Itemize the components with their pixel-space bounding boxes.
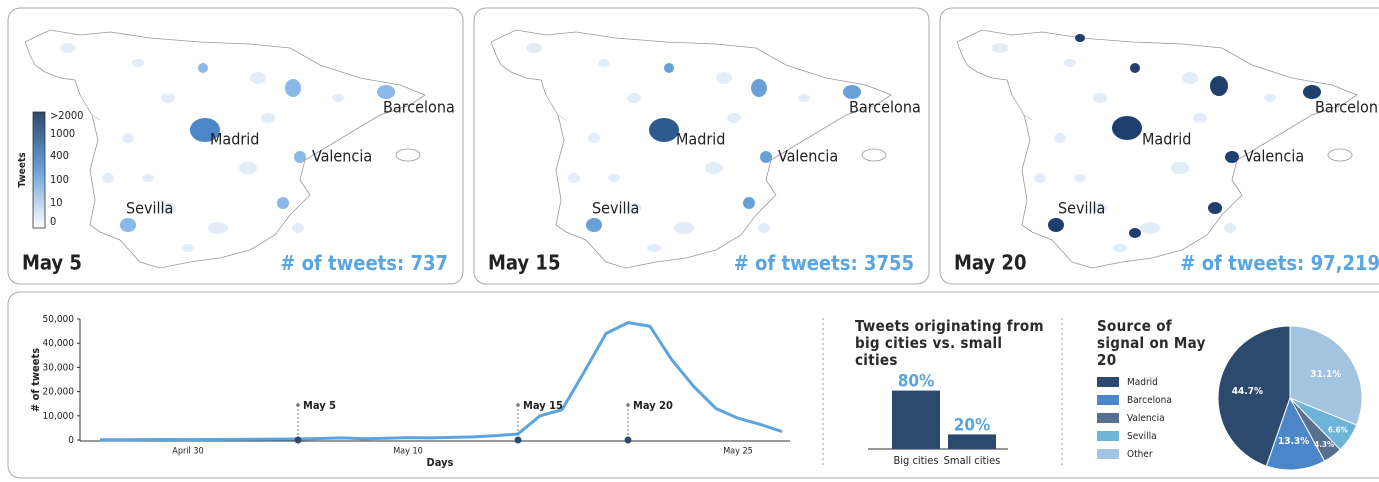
city-label: Valencia xyxy=(312,147,372,166)
city-label: Barcelona xyxy=(1315,98,1379,117)
legend-swatch xyxy=(1097,449,1119,459)
legend-label: Madrid xyxy=(1127,377,1158,388)
map xyxy=(956,29,1358,269)
legend-swatch xyxy=(1097,413,1119,423)
legend-swatch xyxy=(1097,431,1119,441)
annotation-label: May 20 xyxy=(633,399,673,412)
legend-tick: 10 xyxy=(50,196,63,209)
category-label: Big cities xyxy=(893,454,938,467)
count-label: # of tweets: xyxy=(1180,251,1304,275)
category-label: Small cities xyxy=(944,454,1001,467)
city-label: Valencia xyxy=(778,147,838,166)
city-label: Sevilla xyxy=(1058,199,1105,218)
city-label: Sevilla xyxy=(126,199,173,218)
slice-label: 44.7% xyxy=(1232,386,1263,397)
pie-title: Source of signal on May 20 xyxy=(1097,317,1206,369)
legend-title: Tweets xyxy=(17,152,28,187)
count-label: # of tweets: xyxy=(280,251,404,275)
annotation-point xyxy=(294,436,302,444)
annotation-point xyxy=(514,436,522,444)
legend-label: Other xyxy=(1127,449,1153,460)
y-tick-label: 20,000 xyxy=(43,387,75,398)
legend-swatch xyxy=(1097,377,1119,387)
y-tick-label: 50,000 xyxy=(43,314,75,325)
x-tick-label: May 10 xyxy=(393,447,423,457)
x-tick-label: May 25 xyxy=(723,447,753,457)
legend-tick: >2000 xyxy=(50,109,83,122)
bar xyxy=(892,390,940,449)
city-label: Valencia xyxy=(1244,147,1304,166)
legend-tick: 1000 xyxy=(50,127,75,140)
x-tick-label: April 30 xyxy=(172,447,203,457)
count-value: 3755 xyxy=(864,251,914,275)
pie-slice xyxy=(1289,325,1363,426)
annotation-point xyxy=(624,436,632,444)
slice-label: 6.6% xyxy=(1328,426,1348,435)
city-label: Barcelona xyxy=(383,98,455,117)
legend-tick: 100 xyxy=(50,173,69,186)
x-axis-title: Days xyxy=(427,456,454,469)
annotation-dot xyxy=(296,403,300,407)
y-tick-label: 0 xyxy=(68,435,74,446)
city-label: Sevilla xyxy=(592,199,639,218)
map-panels: Tweets xyxy=(7,7,1379,285)
annotation-dot xyxy=(516,403,520,407)
legend-label: Valencia xyxy=(1127,413,1165,424)
annotation-label: May 15 xyxy=(523,399,563,412)
tweet-count: # of tweets: 737 xyxy=(280,251,448,275)
bar xyxy=(948,434,996,449)
map-date: May 20 xyxy=(954,251,1026,275)
city-label: Barcelona xyxy=(849,98,921,117)
slice-label: 4.3% xyxy=(1314,440,1334,449)
y-tick-label: 30,000 xyxy=(43,362,75,373)
legend-label: Barcelona xyxy=(1127,395,1172,406)
map xyxy=(24,29,426,269)
tweet-count: # of tweets: 3755 xyxy=(734,251,914,275)
color-legend xyxy=(32,111,46,229)
slice-label: 13.3% xyxy=(1278,436,1309,447)
count-value: 97,219 xyxy=(1311,251,1379,275)
city-label: Madrid xyxy=(1142,130,1191,149)
y-tick-label: 10,000 xyxy=(43,411,75,422)
y-axis-title: # of tweets xyxy=(29,348,42,412)
value-label: 80% xyxy=(898,372,935,392)
count-label: # of tweets: xyxy=(734,251,858,275)
bar-title: Tweets originating from big cities vs. s… xyxy=(855,317,1044,369)
y-tick-label: 40,000 xyxy=(43,338,75,349)
map-date: May 15 xyxy=(488,251,560,275)
slice-label: 31.1% xyxy=(1310,369,1341,380)
annotation-label: May 5 xyxy=(303,399,336,412)
annotation-dot xyxy=(626,403,630,407)
pie-slice xyxy=(1217,325,1291,467)
bottom-panel xyxy=(7,291,1379,479)
map-date: May 5 xyxy=(22,251,82,275)
value-label: 20% xyxy=(954,415,991,435)
legend-tick: 400 xyxy=(50,149,69,162)
line xyxy=(99,321,783,442)
count-value: 737 xyxy=(410,251,448,275)
map xyxy=(490,29,892,269)
city-label: Madrid xyxy=(676,130,725,149)
tweet-count: # of tweets: 97,219 xyxy=(1180,251,1379,275)
legend-swatch xyxy=(1097,395,1119,405)
pie-slice xyxy=(1265,396,1326,471)
legend-label: Sevilla xyxy=(1127,431,1157,442)
city-label: Madrid xyxy=(210,130,259,149)
legend-tick: 0 xyxy=(50,215,56,228)
